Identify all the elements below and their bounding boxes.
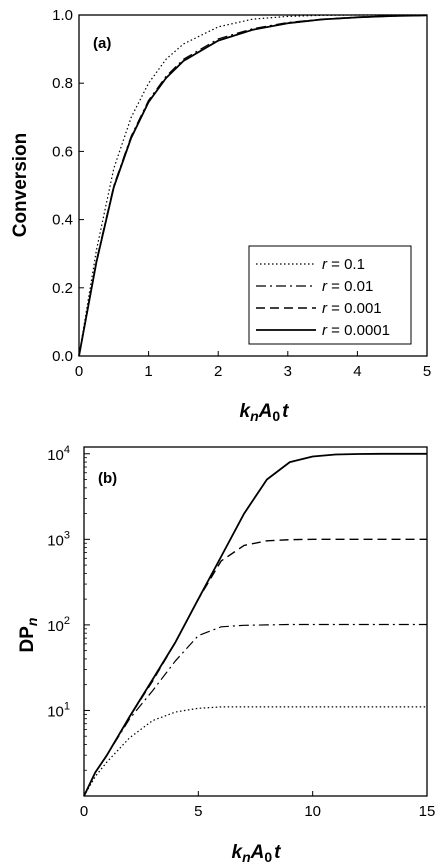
panel-a-tag: (a) [93, 35, 111, 52]
x-tick-label: 5 [423, 363, 431, 380]
panel-b-dp-plot: 0 5 10 15 101 102 103 104 (b) DPn knA0 t [17, 444, 435, 864]
panel-b-ticks: 0 5 10 15 101 102 103 104 [47, 444, 435, 820]
x-tick-label: 0 [80, 803, 88, 820]
y-tick-label: 104 [47, 444, 70, 464]
panel-b-series [83, 452, 427, 797]
series-line-dotted [78, 14, 427, 357]
x-tick-label: 1 [144, 363, 152, 380]
series-line-dashdot [83, 623, 427, 797]
y-tick-label: 0.8 [52, 75, 73, 92]
series-line-dotted [83, 706, 427, 797]
panel-b-x-axis-label: knA0 t [232, 842, 282, 864]
x-tick-label: 10 [304, 803, 321, 820]
panel-a-series [78, 14, 428, 357]
y-tick-label: 0.0 [52, 348, 73, 365]
panel-a-frame [78, 14, 428, 357]
panel-a-ticks: 0 1 2 3 4 5 0.0 0.2 0.4 0.6 0.8 1.0 [52, 7, 431, 380]
panel-a-conversion-plot: 0 1 2 3 4 50.00.20.40.60.81.0 (a) r = 0.1r = … [10, 7, 431, 424]
y-tick-label: 101 [47, 700, 70, 720]
series-line-solid [83, 452, 427, 797]
series-line-solid [78, 14, 428, 357]
y-tick-label: 1.0 [52, 7, 73, 24]
y-tick-label: 0.2 [52, 280, 73, 297]
panel-a-legend: r = 0.1 r = 0.01 r = 0.001 r = 0.0001 [248, 245, 412, 345]
x-tick-label: 4 [353, 363, 361, 380]
panel-b-tag: (b) [98, 470, 117, 487]
x-tick-label: 15 [419, 803, 436, 820]
legend-box [248, 245, 412, 345]
panel-a-y-axis-label: Conversion [10, 133, 31, 238]
x-tick-label: 3 [284, 363, 292, 380]
panel-b-frame [83, 446, 428, 797]
x-tick-label: 5 [194, 803, 202, 820]
y-tick-label: 102 [47, 615, 70, 635]
legend-label: r = 0.001 [322, 300, 382, 317]
y-tick-label: 103 [47, 529, 70, 549]
panel-a-x-axis-label: knA0 t [240, 401, 290, 424]
series-line-dashed [83, 538, 427, 797]
panel-b-y-axis-label: DPn [17, 618, 40, 653]
legend-label: r = 0.1 [322, 256, 365, 273]
x-tick-label: 0 [75, 363, 83, 380]
x-tick-label: 2 [214, 363, 222, 380]
legend-label: r = 0.0001 [322, 322, 390, 339]
legend-label: r = 0.01 [322, 278, 373, 295]
y-tick-label: 0.6 [52, 143, 73, 160]
y-tick-label: 0.4 [52, 212, 73, 229]
